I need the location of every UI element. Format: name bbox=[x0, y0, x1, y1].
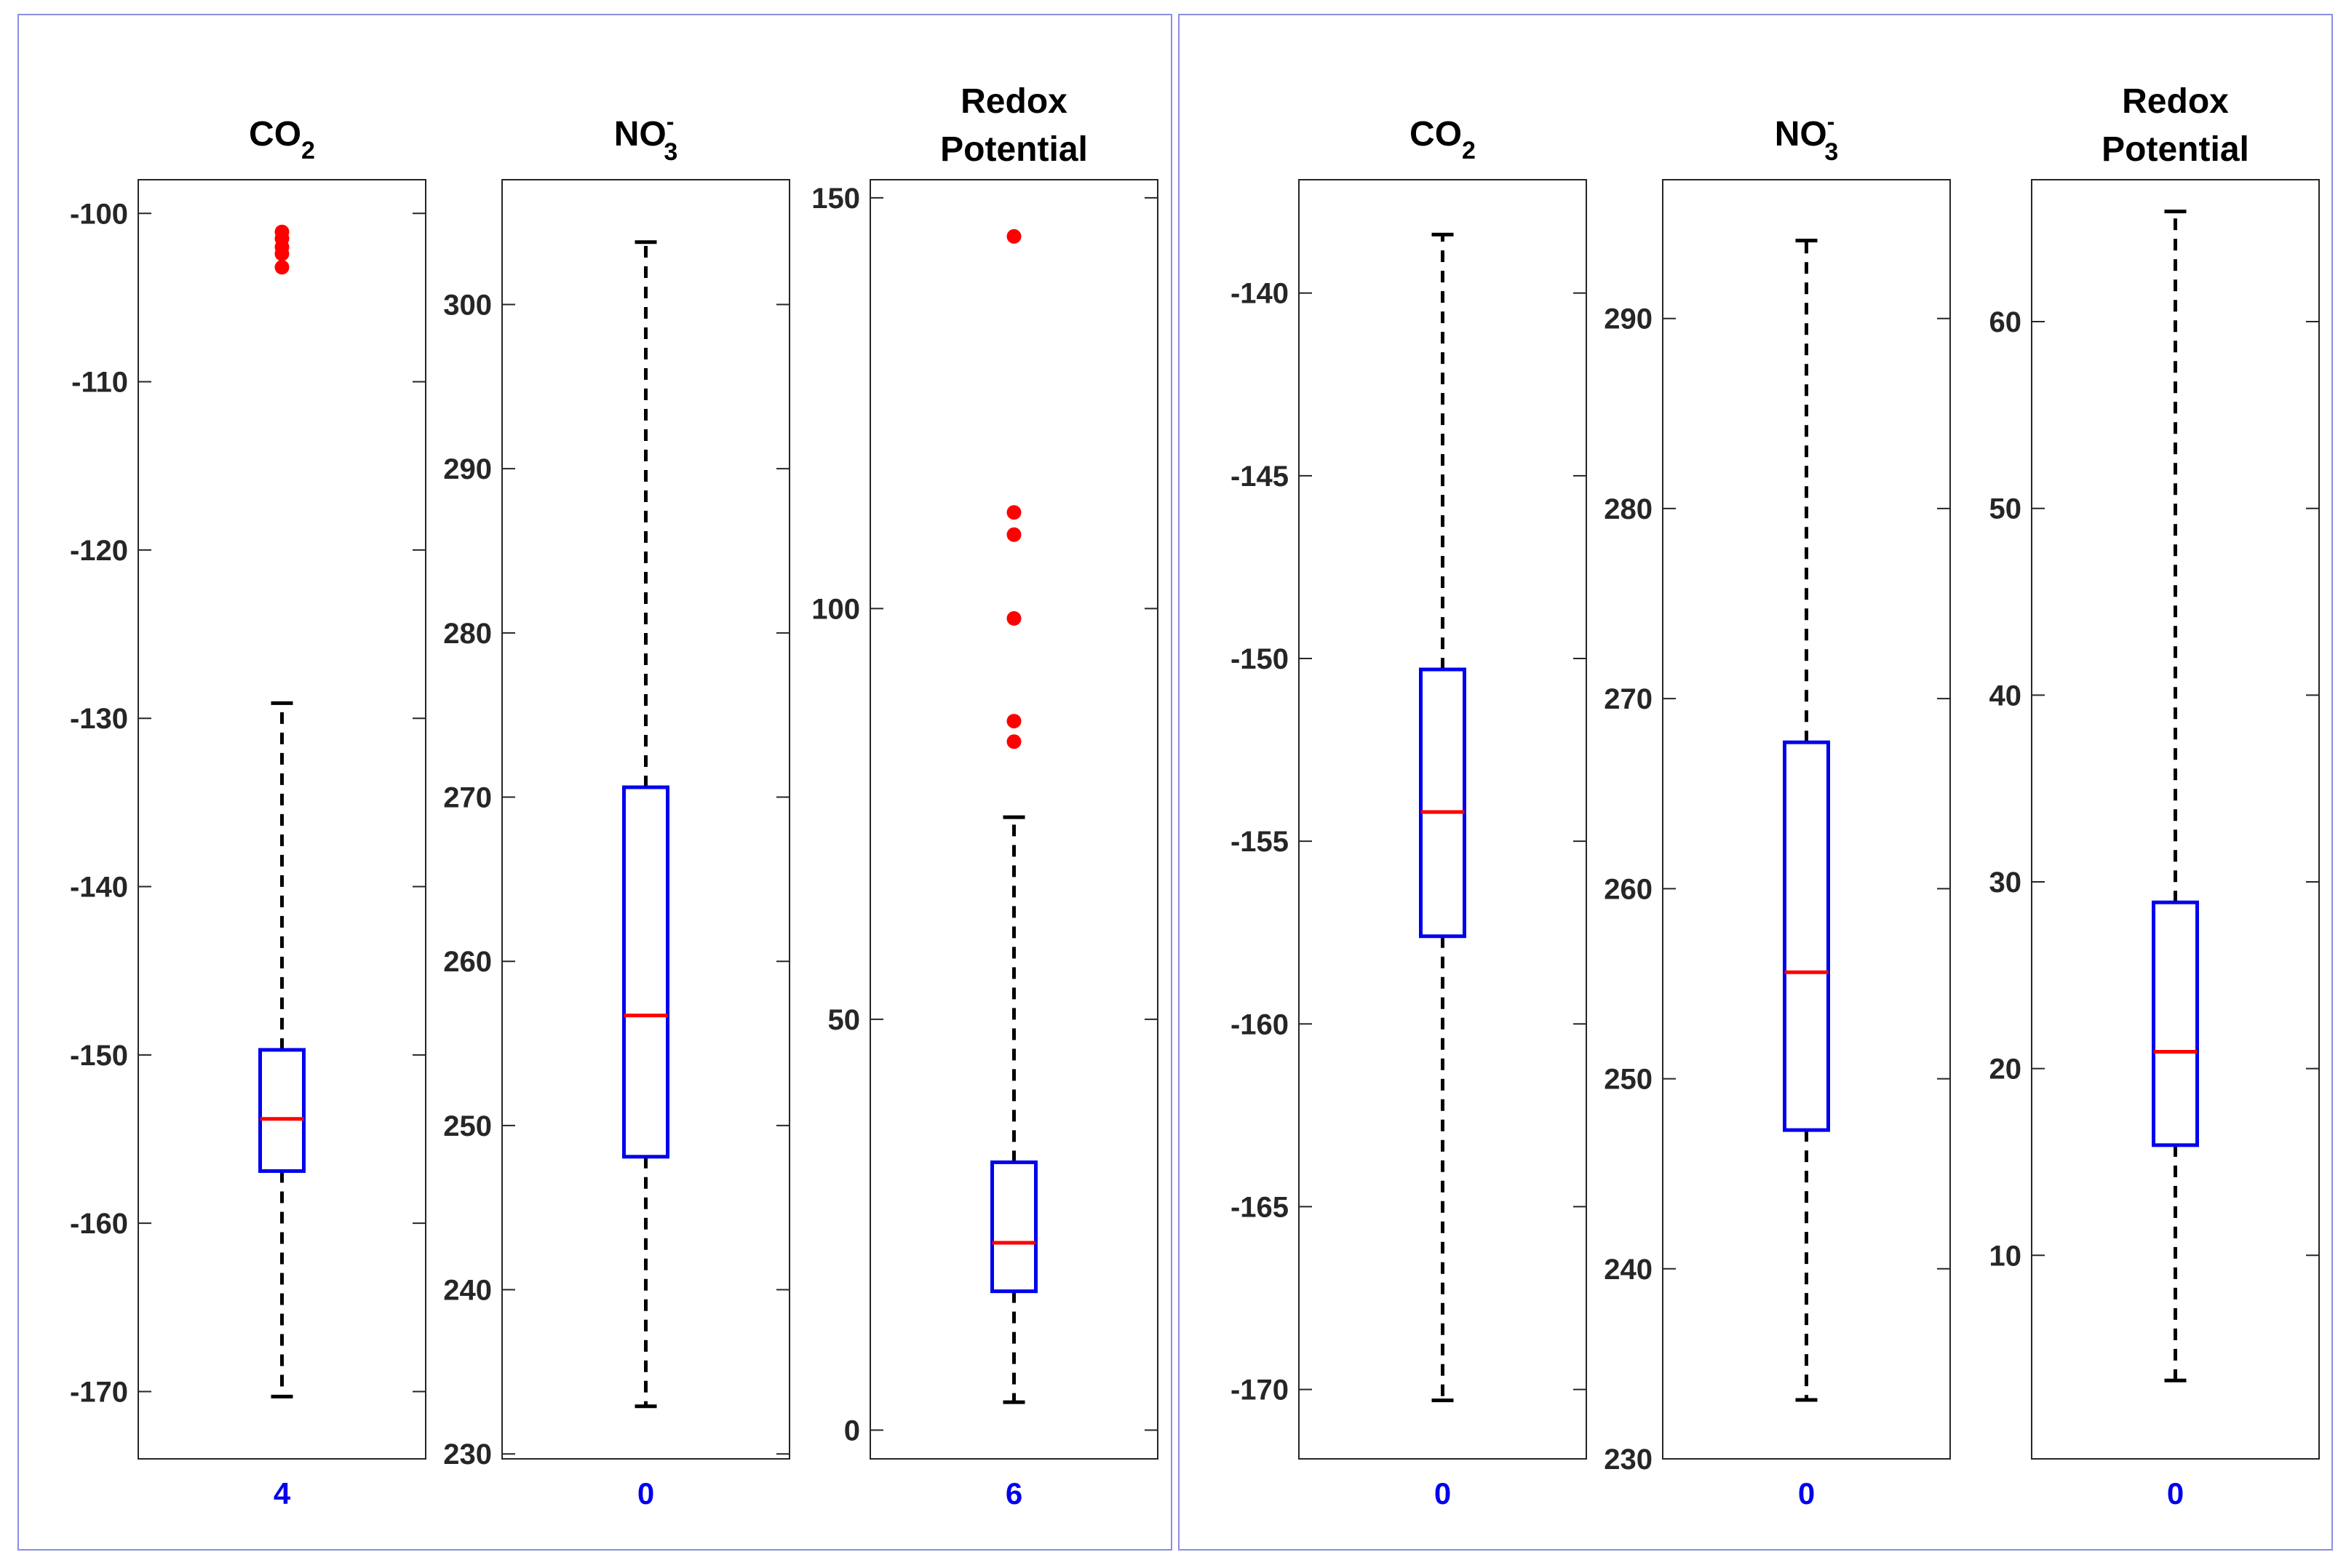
title-main: CO bbox=[1409, 115, 1462, 154]
y-tick-label: 230 bbox=[443, 1438, 492, 1471]
y-tick-label: 0 bbox=[844, 1414, 860, 1446]
title-subscript: 2 bbox=[1462, 137, 1476, 164]
outlier-point bbox=[274, 246, 290, 261]
outlier-point bbox=[1006, 610, 1022, 626]
chart-1: -170 -160 -150 -140 -130 -120 -110 -100 CO2 4 bbox=[70, 115, 426, 1511]
x-label: 6 bbox=[1006, 1476, 1022, 1511]
title-subscript: 3 bbox=[1824, 138, 1838, 166]
title-main: NO bbox=[1775, 115, 1827, 154]
y-tick-label: -170 bbox=[1230, 1374, 1289, 1406]
y-tick-label: -140 bbox=[1230, 278, 1289, 310]
chart-2: 230 240 250 260 270 280 290 300 NO- 3 0 bbox=[443, 108, 790, 1511]
y-tick-label: -100 bbox=[70, 198, 128, 230]
y-tick-label: -150 bbox=[1230, 643, 1289, 675]
y-tick-label: 230 bbox=[1604, 1444, 1653, 1476]
iqr-box bbox=[990, 1160, 1038, 1294]
outlier-point bbox=[1006, 714, 1022, 729]
y-tick-label: 240 bbox=[1604, 1254, 1653, 1286]
y-tick-label: 300 bbox=[443, 290, 492, 322]
right-panel-frame bbox=[1178, 14, 2333, 1551]
axes-box bbox=[138, 179, 426, 1460]
y-tick-label: 260 bbox=[443, 946, 492, 978]
x-label: 0 bbox=[1434, 1476, 1451, 1511]
y-tick-label: 240 bbox=[443, 1275, 492, 1307]
y-tick-label: -130 bbox=[70, 703, 128, 735]
y-tick-label: -140 bbox=[70, 872, 128, 904]
y-tick-label: -170 bbox=[70, 1376, 128, 1408]
y-tick-label: -120 bbox=[70, 535, 128, 567]
y-tick-label: 290 bbox=[1604, 303, 1653, 335]
y-tick-label: -110 bbox=[71, 367, 128, 399]
title-main: NO bbox=[614, 115, 667, 154]
x-label: 0 bbox=[2167, 1476, 2184, 1511]
iqr-box bbox=[622, 785, 669, 1159]
y-tick-label: 280 bbox=[443, 618, 492, 650]
iqr-box bbox=[1419, 667, 1466, 939]
y-tick-label: 150 bbox=[811, 183, 860, 215]
outlier-point bbox=[1006, 734, 1022, 749]
x-label: 4 bbox=[274, 1476, 291, 1511]
outlier-point bbox=[274, 260, 290, 275]
y-tick-label: 250 bbox=[1604, 1064, 1653, 1096]
y-tick-label: 270 bbox=[1604, 683, 1653, 715]
chart-title: CO2 bbox=[249, 115, 315, 164]
y-tick-label: 30 bbox=[1989, 867, 2022, 899]
chart-6: 10 20 30 40 50 60 Redox Potential 0 bbox=[1989, 82, 2320, 1511]
outlier-point bbox=[1006, 228, 1022, 244]
iqr-box bbox=[1783, 740, 1830, 1132]
y-tick-label: -155 bbox=[1230, 826, 1289, 858]
chart-5: 230 240 250 260 270 280 290 NO- 3 0 bbox=[1604, 108, 1951, 1511]
title-superscript: - bbox=[1827, 108, 1835, 135]
title-main: CO bbox=[249, 115, 301, 154]
chart-title-line: Potential bbox=[940, 130, 1088, 169]
axes-box bbox=[1298, 179, 1587, 1460]
y-tick-label: 20 bbox=[1989, 1054, 2022, 1086]
y-tick-label: -150 bbox=[70, 1040, 128, 1072]
iqr-box bbox=[2152, 900, 2199, 1147]
outlier-point bbox=[1006, 527, 1022, 542]
y-tick-label: -160 bbox=[70, 1208, 128, 1240]
chart-3: 0 50 100 150 Redox Potential 6 bbox=[811, 82, 1158, 1511]
y-tick-label: 280 bbox=[1604, 493, 1653, 525]
chart-title: NO- 3 bbox=[1775, 108, 1839, 166]
y-tick-label: 60 bbox=[1989, 306, 2022, 338]
y-tick-label: 50 bbox=[1989, 493, 2022, 525]
y-tick-label: 10 bbox=[1989, 1240, 2022, 1272]
title-subscript: 2 bbox=[301, 137, 315, 164]
y-tick-label: 270 bbox=[443, 782, 492, 814]
chart-title: NO- 3 bbox=[614, 108, 678, 166]
chart-title-line: Redox bbox=[961, 82, 1067, 121]
iqr-box bbox=[258, 1048, 306, 1173]
y-tick-label: -145 bbox=[1230, 461, 1289, 493]
y-tick-label: -165 bbox=[1230, 1191, 1289, 1223]
y-tick-label: 50 bbox=[828, 1004, 861, 1036]
y-tick-label: 250 bbox=[443, 1110, 492, 1142]
axes-box bbox=[870, 179, 1158, 1460]
title-subscript: 3 bbox=[664, 138, 677, 166]
y-tick-label: -160 bbox=[1230, 1008, 1289, 1040]
left-panel-frame bbox=[17, 14, 1172, 1551]
y-tick-label: 260 bbox=[1604, 873, 1653, 905]
axes-box bbox=[2031, 179, 2320, 1460]
y-tick-label: 100 bbox=[811, 593, 860, 625]
axes-box bbox=[501, 179, 790, 1460]
chart-title: CO2 bbox=[1409, 115, 1476, 164]
y-tick-label: 40 bbox=[1989, 680, 2022, 712]
title-superscript: - bbox=[667, 108, 675, 135]
chart-title-line: Potential bbox=[2102, 130, 2249, 169]
outlier-point bbox=[1006, 505, 1022, 520]
x-label: 0 bbox=[1798, 1476, 1815, 1511]
y-tick-label: 290 bbox=[443, 453, 492, 485]
charts-layer: -170-160-150-140-130-120-110-100CO242302… bbox=[70, 82, 2320, 1511]
axes-box bbox=[1662, 179, 1951, 1460]
x-label: 0 bbox=[637, 1476, 654, 1511]
chart-4: -170 -165 -160 -155 -150 -145 -140 CO2 0 bbox=[1230, 115, 1587, 1511]
chart-title-line: Redox bbox=[2122, 82, 2229, 121]
